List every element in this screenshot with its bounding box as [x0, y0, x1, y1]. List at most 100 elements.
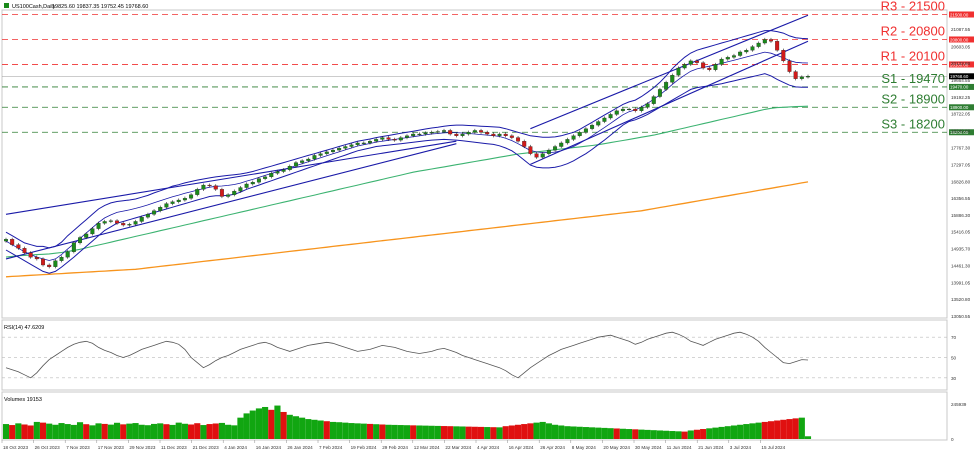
candle-body	[417, 133, 422, 135]
candle-body	[226, 194, 231, 197]
candle-body	[349, 144, 354, 147]
candle-body	[676, 67, 681, 76]
price-tag: 19768.60	[950, 74, 969, 79]
candle-body	[503, 133, 508, 136]
candle-body	[102, 221, 107, 224]
candle-body	[22, 248, 27, 254]
price-tag-box	[949, 73, 974, 80]
candle-body	[781, 50, 786, 62]
volume-bar	[373, 424, 380, 439]
volume-bar	[767, 421, 775, 439]
candle-body	[281, 169, 286, 172]
date-tick-label: 22 Mar 2024	[445, 445, 471, 450]
candle-body	[287, 166, 292, 170]
candle-body	[651, 96, 656, 104]
candle-body	[670, 75, 675, 83]
volume-bar	[595, 427, 602, 439]
level-labels: 21500.00 R3 - 21500 20800.00 R2 - 20800 2010…	[881, 0, 974, 136]
candle-body	[201, 184, 206, 190]
candle-body	[775, 41, 780, 51]
candle-body	[343, 146, 348, 149]
candle-body	[78, 237, 83, 244]
candle-body	[559, 142, 564, 147]
volume-bar	[329, 421, 337, 439]
volume-plot: 245939 0	[2, 402, 967, 442]
volume-bar	[101, 423, 108, 439]
candle-body	[682, 64, 687, 69]
candle-body	[731, 55, 736, 58]
level-tag: 21500.00	[950, 12, 969, 17]
volume-bar	[107, 424, 114, 439]
volume-bar	[632, 429, 639, 439]
candle-body	[664, 82, 669, 90]
level-tag: 18200.00	[950, 130, 969, 135]
level-tag: 20800.00	[950, 37, 969, 42]
candle-body	[479, 130, 484, 133]
candle-body	[300, 160, 305, 163]
candle-body	[158, 207, 163, 211]
candle-body	[460, 133, 465, 136]
date-tick-label: 20 May 2024	[603, 445, 630, 450]
volume-bar	[391, 424, 398, 439]
volume-bar	[416, 425, 423, 439]
level-tag-box	[949, 61, 974, 68]
date-tick-label: 12 Mar 2024	[414, 445, 440, 450]
candle-body	[16, 244, 21, 249]
volume-bar	[582, 427, 589, 439]
candle-body	[306, 158, 311, 161]
date-tick-label: 26 Jan 2024	[287, 445, 313, 450]
volume-bar	[212, 423, 219, 439]
volume-bar	[83, 424, 90, 439]
volume-bar	[619, 428, 626, 439]
candle-body	[627, 108, 632, 111]
price-tick-label: 18249.80	[951, 128, 971, 133]
volume-bar	[749, 423, 756, 439]
candle-body	[571, 135, 576, 140]
volume-bar	[447, 426, 454, 439]
price-tick-label: 15416.05	[951, 230, 971, 235]
candle-body	[28, 252, 33, 258]
volume-bar	[804, 436, 812, 439]
volume-bar	[508, 425, 515, 439]
price-tick-label: 17767.30	[951, 146, 971, 151]
candle-body	[509, 135, 514, 138]
volume-bar	[317, 420, 324, 439]
candle-body	[429, 132, 434, 134]
date-tick-label: 17 Nov 2023	[98, 445, 124, 450]
price-tick-label: 19664.55	[951, 78, 971, 83]
candle-body	[528, 146, 533, 154]
candle-body	[115, 220, 120, 224]
candle-body	[367, 141, 372, 144]
volume-bar	[706, 428, 713, 439]
candle-body	[337, 148, 342, 151]
volume-bar	[95, 423, 102, 439]
date-tick-label: 26 Apr 2024	[540, 445, 565, 450]
volume-bar	[39, 422, 47, 439]
volume-bar	[206, 424, 213, 439]
candle-body	[633, 108, 638, 111]
volume-bar	[311, 419, 318, 439]
volume-bar	[348, 423, 355, 439]
candle-body	[263, 176, 268, 179]
volume-bar	[774, 420, 781, 439]
channel-line	[5, 140, 457, 215]
date-tick-label: 29 Nov 2023	[129, 445, 155, 450]
candle-body	[719, 58, 724, 65]
price-axis: 21087.55 20603.05 20133.80 19664.55 19192.25…	[951, 27, 971, 319]
ma-orange-line	[5, 181, 809, 278]
price-pane	[1, 9, 948, 319]
volume-bar	[564, 426, 571, 439]
volume-bar	[533, 422, 540, 439]
candle-body	[497, 133, 502, 136]
date-tick-label: 16 Jan 2024	[256, 445, 282, 450]
candle-body	[380, 137, 385, 140]
volume-bar	[490, 427, 497, 439]
candle-body	[694, 60, 699, 63]
volume-bar	[434, 425, 441, 439]
date-axis: 18 Oct 2023 26 Oct 2023 7 Nov 2023 17 Nov 2…	[1, 440, 786, 450]
price-tick-label: 14461.30	[951, 264, 971, 269]
level-label: R1 - 20100	[881, 48, 945, 63]
volume-bar	[663, 430, 670, 439]
candle-body	[435, 131, 440, 133]
candle-body	[318, 153, 323, 156]
